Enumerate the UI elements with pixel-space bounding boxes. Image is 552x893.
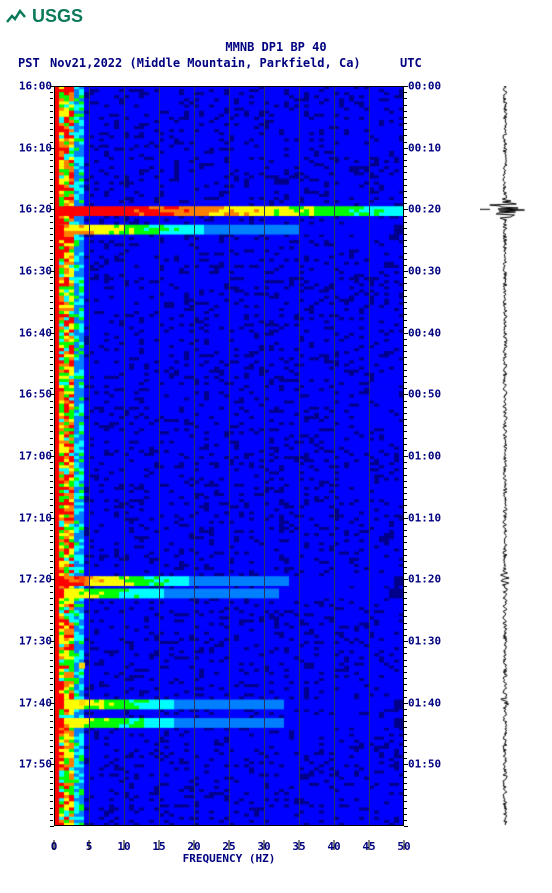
- y-tick-right: 01:40: [408, 696, 448, 709]
- y-tick-right: 01:50: [408, 758, 448, 771]
- plot-title: MMNB DP1 BP 40: [0, 40, 552, 54]
- y-tick-left: 16:40: [0, 326, 52, 339]
- y-tick-right: 01:20: [408, 573, 448, 586]
- y-tick-right: 00:20: [408, 203, 448, 216]
- logo-text: USGS: [32, 6, 83, 27]
- y-tick-right: 00:00: [408, 80, 448, 93]
- tz-left-label: PST: [18, 56, 40, 70]
- y-tick-left: 17:50: [0, 758, 52, 771]
- y-tick-right: 00:40: [408, 326, 448, 339]
- y-tick-left: 17:30: [0, 635, 52, 648]
- spectrogram-plot: [54, 86, 404, 826]
- tickmarks-right: [404, 86, 405, 826]
- y-tick-left: 16:30: [0, 265, 52, 278]
- date-station-label: Nov21,2022 (Middle Mountain, Parkfield, …: [50, 56, 361, 70]
- y-axis-left-pst: 16:0016:1016:2016:3016:4016:5017:0017:10…: [0, 86, 52, 826]
- y-tick-right: 01:00: [408, 450, 448, 463]
- tz-right-label: UTC: [400, 56, 422, 70]
- y-tick-left: 16:10: [0, 141, 52, 154]
- seismogram-canvas: [480, 86, 530, 826]
- y-tick-left: 17:20: [0, 573, 52, 586]
- y-tick-left: 17:40: [0, 696, 52, 709]
- y-tick-left: 17:10: [0, 511, 52, 524]
- y-tick-right: 00:10: [408, 141, 448, 154]
- y-axis-right-utc: 00:0000:1000:2000:3000:4000:5001:0001:10…: [408, 86, 448, 826]
- y-tick-right: 00:50: [408, 388, 448, 401]
- usgs-logo: USGS: [6, 6, 83, 27]
- y-tick-left: 16:50: [0, 388, 52, 401]
- y-tick-right: 01:10: [408, 511, 448, 524]
- tickmarks-left: [54, 86, 55, 826]
- y-tick-left: 16:20: [0, 203, 52, 216]
- y-tick-right: 01:30: [408, 635, 448, 648]
- seismogram-trace: [480, 86, 530, 826]
- y-tick-left: 17:00: [0, 450, 52, 463]
- y-tick-left: 16:00: [0, 80, 52, 93]
- x-axis-label: FREQUENCY (HZ): [54, 852, 404, 865]
- y-tick-right: 00:30: [408, 265, 448, 278]
- x-axis-ticks: 05101520253035404550: [54, 826, 404, 846]
